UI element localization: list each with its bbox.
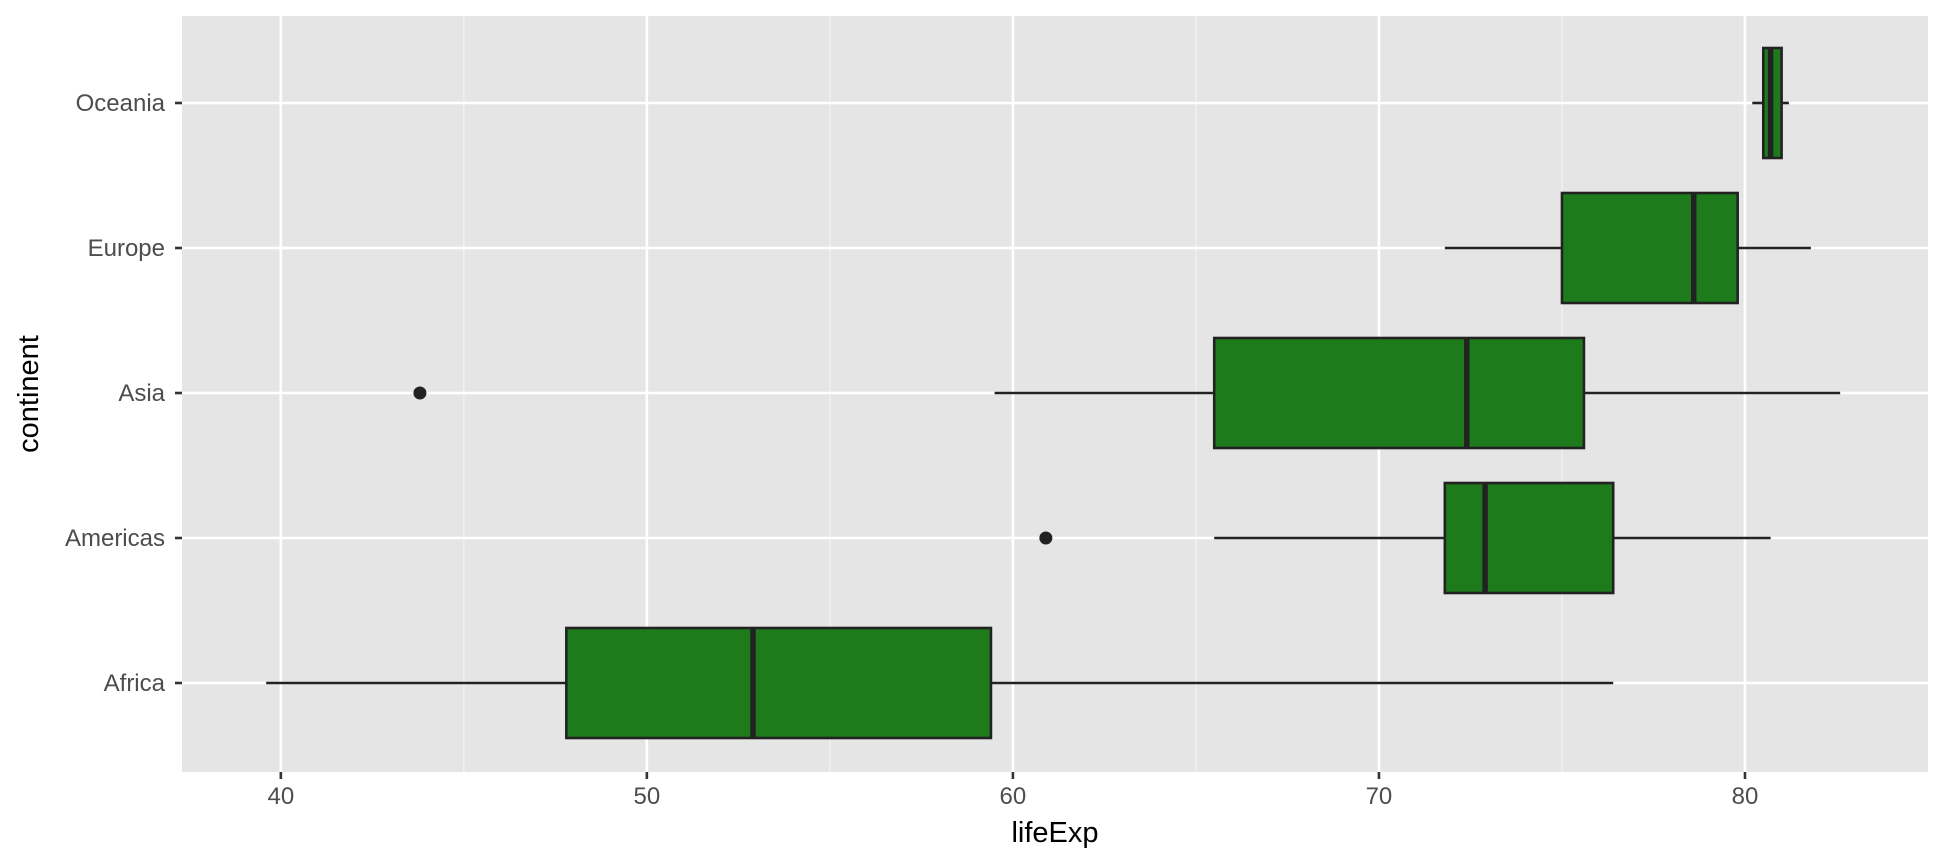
y-tick-label: Africa (104, 670, 166, 697)
y-tick-label: Americas (65, 525, 165, 552)
y-axis: Africa Americas Asia Europe Oceania (65, 90, 182, 697)
box-group (1752, 46, 1789, 160)
x-axis-title: lifeExp (1011, 817, 1098, 849)
x-tick-label: 60 (1000, 783, 1027, 810)
box-iqr (565, 626, 993, 740)
y-tick-label: Oceania (76, 90, 166, 117)
box-iqr (1212, 336, 1586, 450)
box-group (1444, 191, 1811, 305)
y-tick-label: Europe (88, 235, 165, 262)
box-group (1039, 481, 1771, 595)
x-tick-label: 40 (267, 783, 294, 810)
x-axis: 40 50 60 70 80 (267, 772, 1758, 810)
x-tick-label: 70 (1366, 783, 1393, 810)
box-iqr (1560, 191, 1739, 305)
y-tick-label: Asia (118, 380, 165, 407)
x-tick-label: 50 (634, 783, 661, 810)
outlier-point (1039, 531, 1053, 545)
box-group (266, 626, 1614, 740)
box-group (413, 336, 1841, 450)
boxes-layer (266, 46, 1841, 740)
box-iqr (1443, 481, 1615, 595)
x-tick-label: 80 (1732, 783, 1759, 810)
y-axis-title: continent (13, 335, 45, 453)
outlier-point (413, 386, 427, 400)
